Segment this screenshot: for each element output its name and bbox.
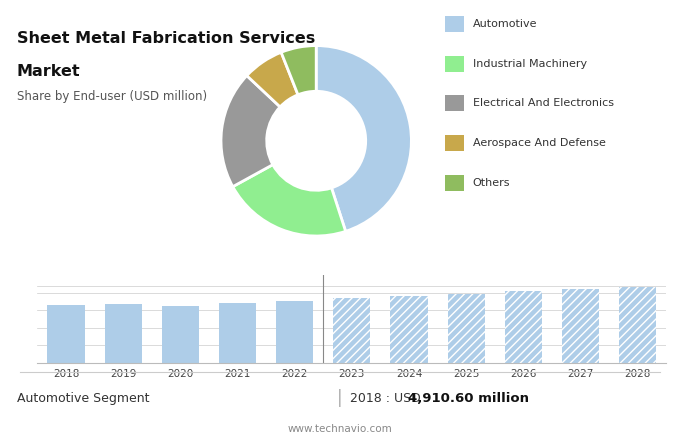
Text: Aerospace And Defense: Aerospace And Defense — [473, 138, 605, 148]
Bar — [619, 287, 656, 363]
Text: Industrial Machinery: Industrial Machinery — [473, 59, 587, 69]
Wedge shape — [233, 165, 345, 236]
Bar — [162, 306, 199, 363]
Bar — [333, 298, 371, 363]
Text: Sheet Metal Fabrication Services: Sheet Metal Fabrication Services — [17, 31, 316, 46]
Bar — [48, 305, 84, 363]
Bar — [447, 294, 485, 363]
Text: Automotive Segment: Automotive Segment — [17, 392, 150, 405]
Text: Automotive: Automotive — [473, 19, 537, 29]
Bar — [219, 303, 256, 363]
Bar — [562, 289, 599, 363]
Bar — [390, 296, 428, 363]
Bar — [276, 301, 313, 363]
Text: www.technavio.com: www.technavio.com — [288, 424, 392, 434]
Text: 2018 : USD: 2018 : USD — [350, 392, 425, 405]
Wedge shape — [221, 76, 280, 187]
Text: Market: Market — [17, 64, 81, 79]
Text: Others: Others — [473, 178, 510, 187]
Text: |: | — [337, 389, 343, 407]
Bar — [505, 291, 542, 363]
Text: Share by End-user (USD million): Share by End-user (USD million) — [17, 90, 207, 103]
Text: 4,910.60 million: 4,910.60 million — [408, 392, 529, 405]
Wedge shape — [316, 46, 411, 231]
Wedge shape — [247, 52, 298, 107]
Text: Electrical And Electronics: Electrical And Electronics — [473, 99, 613, 108]
Wedge shape — [281, 46, 316, 95]
Bar — [105, 304, 141, 363]
